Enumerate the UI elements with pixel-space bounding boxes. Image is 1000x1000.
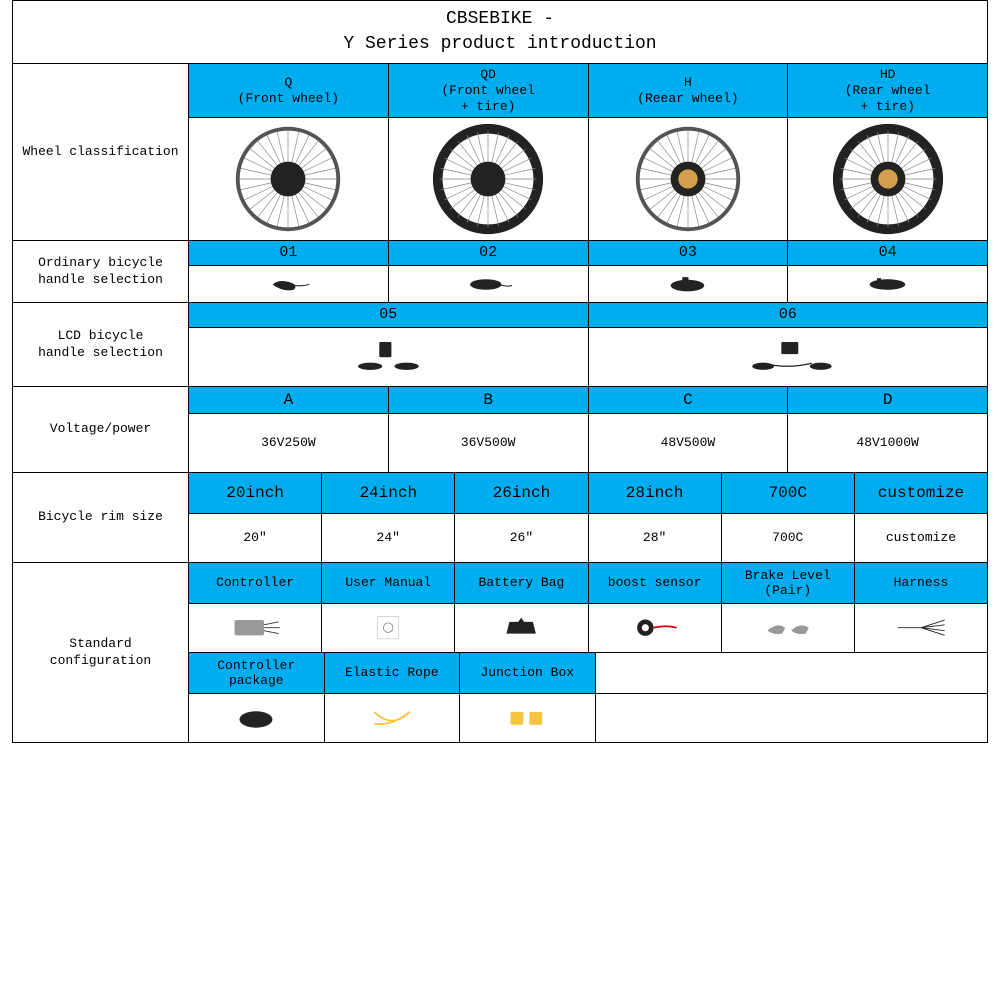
handle-label: Ordinary bicycle handle selection <box>13 241 189 302</box>
rim-val-700c: 700C <box>722 514 855 562</box>
cfg-empty-top <box>596 653 988 693</box>
lcd-image-06 <box>589 328 988 386</box>
voltage-val-d: 48V1000W <box>788 414 987 472</box>
cfg-img-ctrlpkg <box>189 694 325 742</box>
config-label: Standard configuration <box>13 563 189 742</box>
handle-code-02: 02 <box>389 241 589 265</box>
cfg-h-manual: User Manual <box>322 563 455 603</box>
row-rim: Bicycle rim size 20inch 24inch 26inch 28… <box>13 473 987 563</box>
cfg-img-brake <box>722 604 855 652</box>
voltage-val-c: 48V500W <box>589 414 789 472</box>
handle-code-01: 01 <box>189 241 389 265</box>
voltage-code-d: D <box>788 387 987 413</box>
row-voltage: Voltage/power A B C D 36V250W 36V500W 48… <box>13 387 987 473</box>
wheel-label: Wheel classification <box>13 64 189 240</box>
rim-header-700c: 700C <box>722 473 855 513</box>
title-block: CBSEBIKE - Y Series product introduction <box>13 1 987 64</box>
row-wheel: Wheel classification Q(Front wheel) QD(F… <box>13 64 987 241</box>
cfg-img-controller <box>189 604 322 652</box>
cfg-h-controller: Controller <box>189 563 322 603</box>
title-line1: CBSEBIKE - <box>13 7 987 32</box>
voltage-code-b: B <box>389 387 589 413</box>
cfg-h-junction: Junction Box <box>460 653 596 693</box>
product-table: CBSEBIKE - Y Series product introduction… <box>12 0 988 743</box>
rim-header-24: 24inch <box>322 473 455 513</box>
voltage-code-c: C <box>589 387 789 413</box>
rim-header-20: 20inch <box>189 473 322 513</box>
wheel-header-hd: HD(Rear wheel + tire) <box>788 64 987 117</box>
cfg-img-rope <box>325 694 461 742</box>
title-line2: Y Series product introduction <box>13 32 987 57</box>
voltage-code-a: A <box>189 387 389 413</box>
handle-image-03 <box>589 266 789 302</box>
row-handle: Ordinary bicycle handle selection 01 02 … <box>13 241 987 303</box>
cfg-h-boost: boost sensor <box>589 563 722 603</box>
lcd-image-05 <box>189 328 589 386</box>
wheel-header-q: Q(Front wheel) <box>189 64 389 117</box>
cfg-empty-bottom <box>596 694 988 742</box>
handle-image-02 <box>389 266 589 302</box>
voltage-val-b: 36V500W <box>389 414 589 472</box>
cfg-img-battery <box>455 604 588 652</box>
voltage-label: Voltage/power <box>13 387 189 472</box>
cfg-img-manual <box>322 604 455 652</box>
rim-val-28: 28″ <box>589 514 722 562</box>
rim-val-custom: customize <box>855 514 987 562</box>
rim-header-26: 26inch <box>455 473 588 513</box>
cfg-h-ctrlpkg: Controller package <box>189 653 325 693</box>
handle-code-03: 03 <box>589 241 789 265</box>
cfg-img-junction <box>460 694 596 742</box>
rim-val-20: 20″ <box>189 514 322 562</box>
wheel-image-hd <box>788 118 987 240</box>
cfg-h-rope: Elastic Rope <box>325 653 461 693</box>
handle-image-04 <box>788 266 987 302</box>
wheel-header-h: H(Reear wheel) <box>589 64 789 117</box>
lcd-code-05: 05 <box>189 303 589 327</box>
rim-header-28: 28inch <box>589 473 722 513</box>
rim-val-24: 24″ <box>322 514 455 562</box>
cfg-img-boost <box>589 604 722 652</box>
rim-val-26: 26″ <box>455 514 588 562</box>
rim-header-custom: customize <box>855 473 987 513</box>
row-config: Standard configuration Controller User M… <box>13 563 987 742</box>
cfg-h-battery: Battery Bag <box>455 563 588 603</box>
handle-image-01 <box>189 266 389 302</box>
cfg-img-harness <box>855 604 987 652</box>
voltage-val-a: 36V250W <box>189 414 389 472</box>
wheel-image-q <box>189 118 389 240</box>
cfg-h-brake: Brake Level (Pair) <box>722 563 855 603</box>
lcd-code-06: 06 <box>589 303 988 327</box>
rim-label: Bicycle rim size <box>13 473 189 562</box>
row-lcd: LCD bicycle handle selection 05 06 <box>13 303 987 387</box>
cfg-h-harness: Harness <box>855 563 987 603</box>
wheel-image-qd <box>389 118 589 240</box>
wheel-header-qd: QD(Front wheel + tire) <box>389 64 589 117</box>
wheel-image-h <box>589 118 789 240</box>
handle-code-04: 04 <box>788 241 987 265</box>
lcd-label: LCD bicycle handle selection <box>13 303 189 386</box>
